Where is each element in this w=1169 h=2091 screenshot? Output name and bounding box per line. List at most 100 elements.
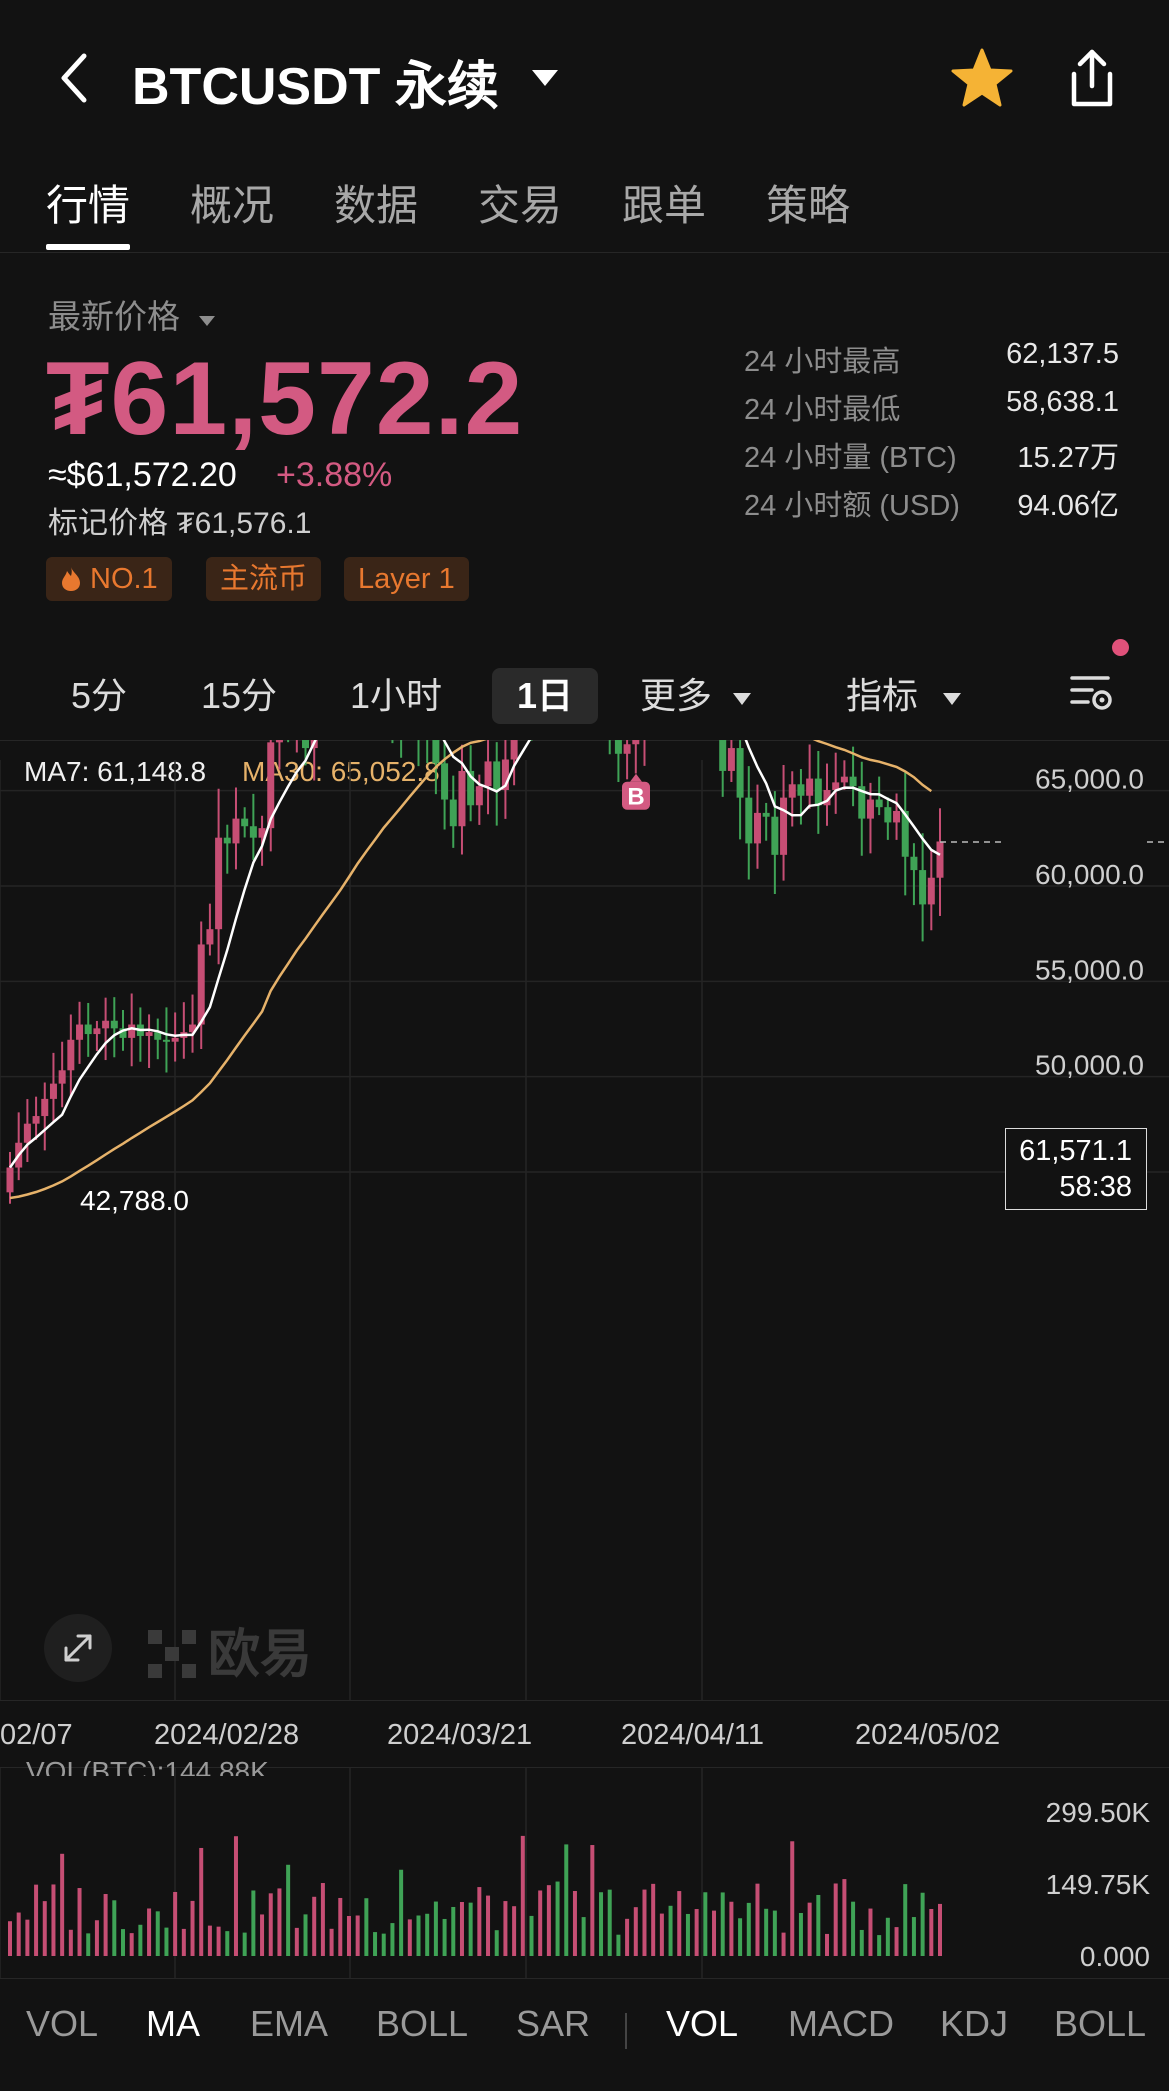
change-percent: +3.88% [276, 456, 393, 494]
chart-settings-icon[interactable] [1068, 668, 1116, 716]
candle [189, 994, 197, 1053]
candle [275, 740, 283, 770]
x-label: 2024/02/28 [154, 1719, 300, 1751]
candle [154, 1018, 162, 1060]
volume-bar [416, 1915, 421, 1956]
candle [145, 1014, 153, 1069]
candle [510, 740, 518, 786]
candle [102, 997, 110, 1061]
header: BTCUSDT 永续 [0, 0, 1169, 160]
volume-bar [225, 1931, 230, 1956]
candle [287, 740, 290, 743]
volume-bar [407, 1919, 412, 1956]
badge-mainstream[interactable]: 主流币 [206, 557, 322, 601]
buy-marker[interactable]: B [622, 773, 650, 811]
candle [267, 740, 275, 852]
main-indicator-ema[interactable]: EMA [250, 2003, 329, 2044]
x-axis: 02/07 2024/02/28 2024/03/21 2024/04/11 2… [0, 1700, 1169, 1768]
candle [417, 740, 420, 767]
candlestick-chart[interactable]: 75,000.070,000.065,000.060,000.055,000.0… [0, 740, 1169, 1700]
price-type-selector[interactable]: 最新价格 [48, 290, 217, 338]
interval-5m[interactable]: 5分 [70, 675, 128, 716]
candle [840, 760, 848, 790]
candle [215, 788, 223, 965]
page-title[interactable]: BTCUSDT 永续 [132, 58, 499, 116]
candle [736, 740, 744, 840]
candle [432, 740, 440, 795]
badge-layer1[interactable]: Layer 1 [344, 557, 469, 601]
candle [893, 793, 901, 840]
x-label: 2024/04/11 [621, 1719, 764, 1751]
volume-bar [538, 1890, 543, 1956]
volume-bar [207, 1925, 212, 1956]
sub-indicator-boll[interactable]: BOLL [1054, 2003, 1147, 2044]
volume-bar [486, 1895, 491, 1956]
interval-1d[interactable]: 1日 [492, 668, 598, 724]
volume-bar [346, 1915, 351, 1956]
tab-trade[interactable]: 交易 [478, 182, 563, 229]
candle [632, 740, 640, 774]
main-indicator-ma[interactable]: MA [146, 2003, 200, 2044]
tab-strategy[interactable]: 策略 [766, 182, 851, 229]
x-label: 2024/05/02 [855, 1719, 1001, 1751]
indicators-button[interactable]: 指标 [846, 675, 919, 716]
volume-bar [555, 1881, 560, 1956]
share-icon[interactable] [1064, 46, 1120, 110]
badge-rank[interactable]: NO.1 [46, 557, 172, 601]
tab-underline [46, 244, 130, 250]
volume-bar [746, 1902, 751, 1956]
interval-1h[interactable]: 1小时 [349, 675, 443, 716]
volume-bar [155, 1911, 160, 1956]
candle [719, 740, 727, 797]
sub-indicator-vol[interactable]: VOL [666, 2003, 739, 2044]
volume-bar [399, 1869, 404, 1956]
expand-icon[interactable] [44, 1614, 112, 1682]
candle [501, 740, 509, 819]
candle [180, 1002, 188, 1059]
volume-bar [138, 1924, 143, 1956]
y-tick-label: 55,000.0 [1035, 954, 1144, 985]
volume-chart[interactable]: 299.50K 149.75K 0.000 [0, 1768, 1169, 1978]
back-arrow-icon[interactable] [52, 48, 102, 108]
volume-bar [190, 1900, 195, 1956]
low-price-label: 42,788.0 [80, 1185, 189, 1216]
volume-bar [572, 1891, 577, 1956]
volume-bar [459, 1902, 464, 1956]
tab-overview[interactable]: 概况 [190, 182, 275, 229]
tab-data[interactable]: 数据 [334, 182, 419, 229]
main-indicator-boll[interactable]: BOLL [376, 2003, 469, 2044]
candle [623, 740, 631, 780]
volume-bar [790, 1841, 795, 1956]
candle [484, 740, 492, 815]
main-indicator-sar[interactable]: SAR [516, 2003, 591, 2044]
tab-copy-trading[interactable]: 跟单 [622, 182, 707, 229]
volume-bar [103, 1894, 108, 1956]
volume-bar [729, 1901, 734, 1956]
volume-bar [199, 1847, 204, 1956]
badge-rank-label: NO.1 [90, 563, 158, 595]
volume-bar [381, 1933, 386, 1956]
candle [391, 740, 394, 744]
candle-countdown: 58:38 [1059, 1171, 1132, 1203]
candle [919, 833, 927, 942]
candle [875, 776, 883, 816]
interval-more[interactable]: 更多 [640, 675, 713, 716]
candle [110, 997, 118, 1058]
candle [295, 740, 298, 753]
tab-market[interactable]: 行情 [46, 182, 131, 229]
candle [128, 993, 136, 1067]
volume-bar [451, 1906, 456, 1956]
caret-down-icon[interactable] [530, 66, 560, 90]
main-indicator-vol[interactable]: VOL [26, 2003, 99, 2044]
stat-high-label: 24 小时最高 [744, 346, 901, 378]
candle [493, 742, 501, 826]
volume-bar [147, 1908, 152, 1956]
star-icon[interactable] [950, 46, 1014, 110]
candle [6, 1151, 14, 1204]
volume-bar [668, 1905, 673, 1956]
sub-indicator-macd[interactable]: MACD [788, 2003, 894, 2044]
volume-bar [268, 1893, 273, 1956]
interval-15m[interactable]: 15分 [200, 675, 278, 716]
candle [441, 740, 449, 830]
sub-indicator-kdj[interactable]: KDJ [940, 2003, 1009, 2044]
